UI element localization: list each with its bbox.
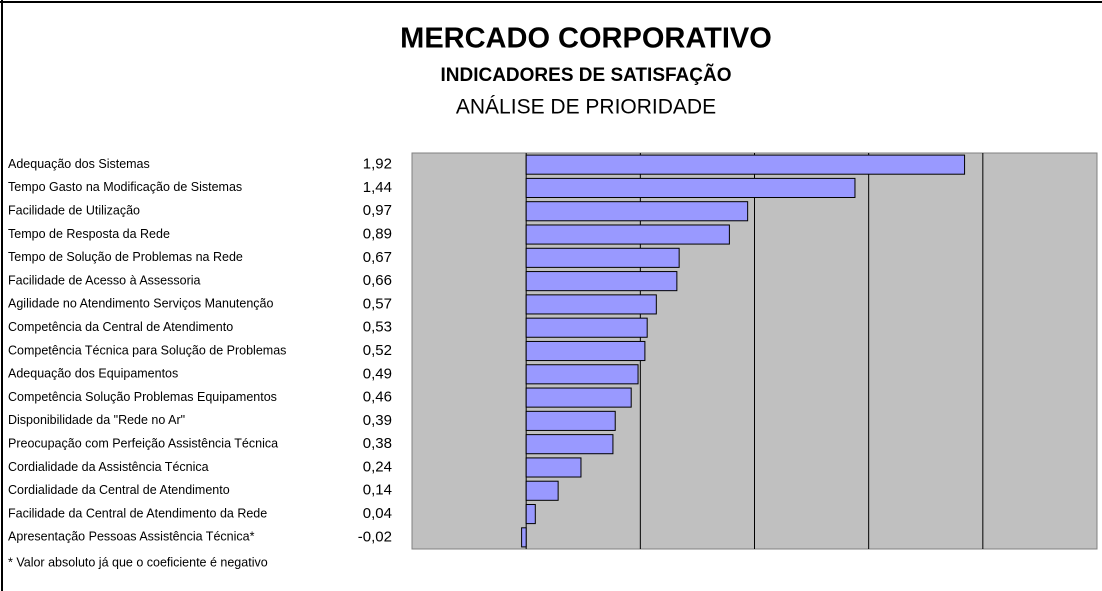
value-label: 1,44 xyxy=(363,179,392,196)
category-label: Cordialidade da Assistência Técnica xyxy=(8,460,209,474)
category-label: Disponibilidade da "Rede no Ar" xyxy=(8,413,185,427)
category-label: Tempo de Resposta da Rede xyxy=(8,227,170,241)
value-label: 0,38 xyxy=(363,435,392,452)
value-label: 0,14 xyxy=(363,482,392,499)
value-label: 0,04 xyxy=(363,505,392,522)
category-label: Apresentação Pessoas Assistência Técnica… xyxy=(8,530,255,544)
category-label: Agilidade no Atendimento Serviços Manute… xyxy=(8,297,273,311)
category-label: Preocupação com Perfeição Assistência Té… xyxy=(8,436,278,450)
bar xyxy=(525,480,559,501)
bar xyxy=(525,201,749,222)
chart-subtitle: INDICADORES DE SATISFAÇÃO xyxy=(440,64,731,86)
bar xyxy=(525,457,582,478)
bar xyxy=(525,154,966,175)
value-label: 0,52 xyxy=(363,342,392,359)
chart-subtitle: ANÁLISE DE PRIORIDADE xyxy=(456,96,716,119)
category-label: Competência Técnica para Solução de Prob… xyxy=(8,343,286,357)
bar xyxy=(525,271,678,292)
value-label: 0,46 xyxy=(363,389,392,406)
value-label: 0,53 xyxy=(363,319,392,336)
category-label: Adequação dos Equipamentos xyxy=(8,367,178,381)
value-label: 0,97 xyxy=(363,202,392,219)
category-label: Facilidade de Utilização xyxy=(8,204,140,218)
value-label: 0,89 xyxy=(363,225,392,242)
bar xyxy=(525,317,648,338)
bar xyxy=(525,294,657,315)
value-label: 0,57 xyxy=(363,295,392,312)
bar xyxy=(525,434,614,455)
value-label: 0,24 xyxy=(363,458,392,475)
category-label: Facilidade de Acesso à Assessoria xyxy=(8,273,201,287)
value-label: 0,66 xyxy=(363,272,392,289)
category-label: Tempo Gasto na Modificação de Sistemas xyxy=(8,180,242,194)
bar xyxy=(525,177,856,198)
bar xyxy=(525,387,632,408)
bar xyxy=(525,247,680,268)
footnote: * Valor absoluto já que o coeficiente é … xyxy=(8,555,268,569)
chart-title: MERCADO CORPORATIVO xyxy=(400,23,772,55)
category-label: Adequação dos Sistemas xyxy=(8,157,150,171)
category-label: Tempo de Solução de Problemas na Rede xyxy=(8,250,243,264)
value-label: -0,02 xyxy=(358,528,392,545)
value-label: 0,49 xyxy=(363,365,392,382)
bar xyxy=(525,340,646,362)
category-label: Facilidade da Central de Atendimento da … xyxy=(8,506,267,520)
bar xyxy=(525,410,616,431)
category-label: Competência da Central de Atendimento xyxy=(8,320,233,334)
bar xyxy=(525,224,730,245)
value-label: 0,67 xyxy=(363,249,392,266)
category-label: Cordialidade da Central de Atendimento xyxy=(8,483,230,497)
bar xyxy=(525,504,536,525)
category-label: Competência Solução Problemas Equipament… xyxy=(8,390,277,404)
bar xyxy=(525,364,639,385)
value-label: 0,39 xyxy=(363,412,392,429)
value-label: 1,92 xyxy=(363,156,392,173)
bar xyxy=(521,527,527,548)
